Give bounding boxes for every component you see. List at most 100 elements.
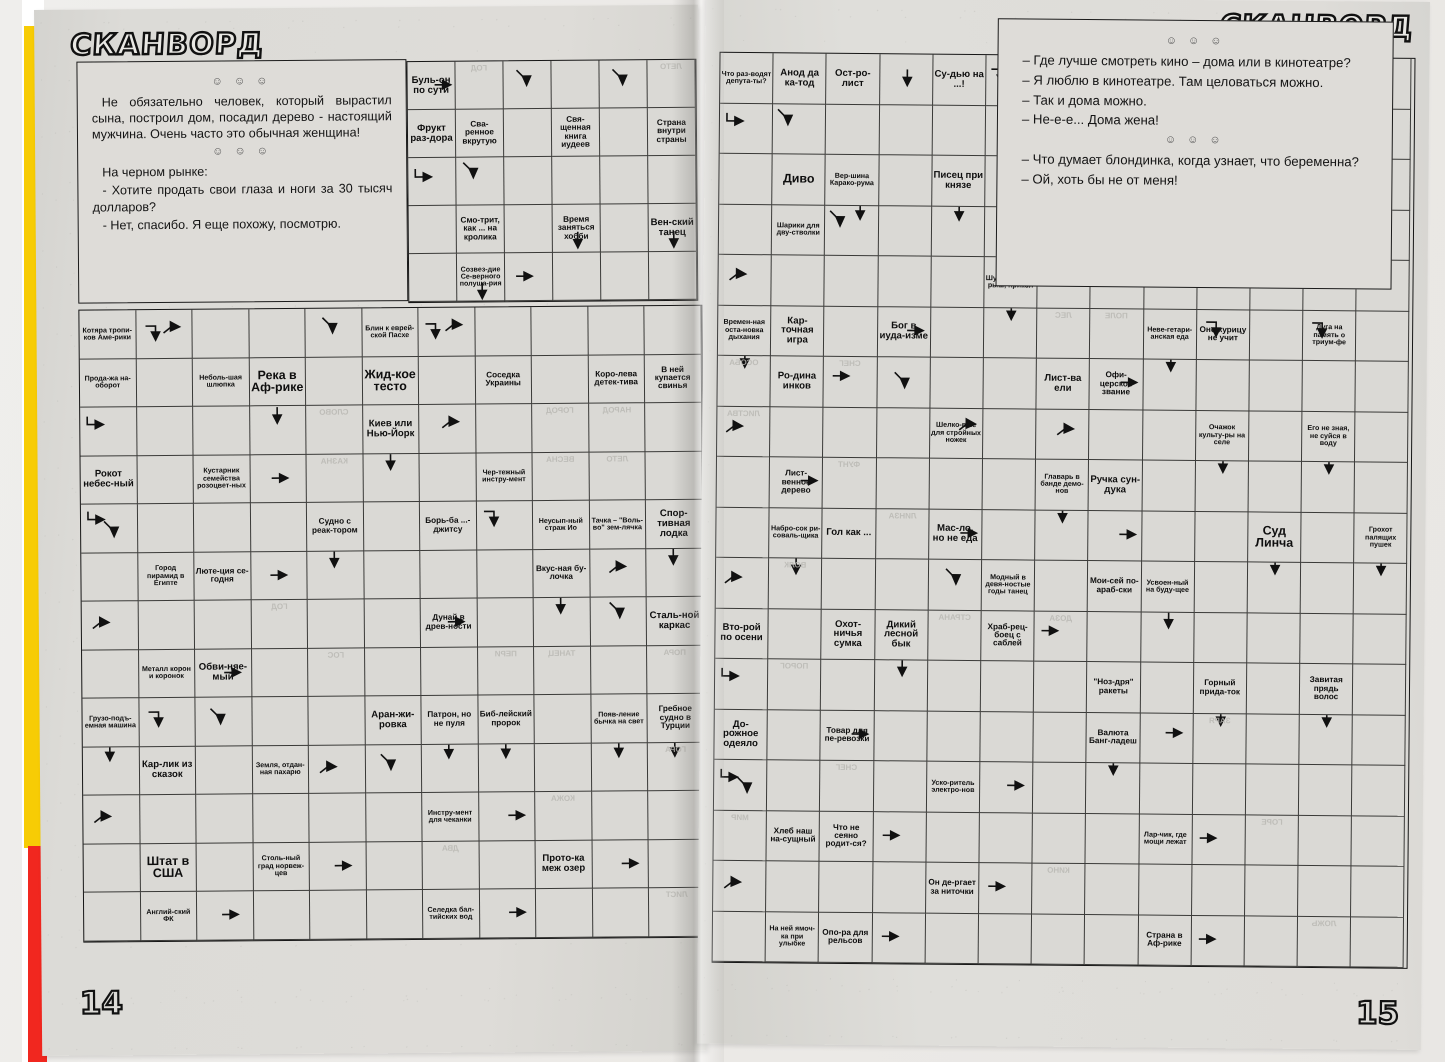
crossword-cell[interactable] (421, 647, 478, 696)
crossword-cell[interactable] (590, 597, 648, 647)
crossword-cell[interactable] (1244, 915, 1299, 967)
crossword-clue-cell[interactable]: Прода-жа на-оборот (79, 358, 137, 408)
crossword-cell[interactable] (1301, 461, 1356, 513)
crossword-clue-cell[interactable]: Патрон, но не пуля (421, 695, 479, 745)
crossword-cell[interactable] (591, 791, 649, 841)
crossword-cell[interactable] (592, 888, 650, 938)
crossword-clue-cell[interactable]: Город пирамид в Египте (137, 552, 195, 602)
crossword-cell[interactable] (80, 504, 138, 554)
crossword-cell[interactable]: ГОРОД (532, 403, 589, 453)
crossword-cell[interactable] (249, 405, 307, 455)
crossword-clue-cell[interactable]: Шарики для дву-стволки (771, 204, 826, 256)
crossword-cell[interactable] (927, 660, 982, 712)
crossword-cell[interactable] (1299, 714, 1354, 766)
crossword-clue-cell[interactable]: Неусып-ный страж Ио (532, 500, 590, 550)
crossword-clue-cell[interactable]: Усвоен-ный на буду-щее (1141, 561, 1195, 613)
crossword-cell[interactable] (1191, 915, 1245, 967)
crossword-clue-cell[interactable]: Смо-трит, как ... на кролика (456, 205, 505, 254)
crossword-cell[interactable] (600, 252, 650, 301)
crossword-cell[interactable] (1355, 361, 1410, 413)
crossword-cell[interactable] (305, 356, 363, 406)
crossword-cell[interactable] (366, 889, 424, 939)
crossword-cell[interactable]: ДОЗА (1034, 611, 1088, 663)
crossword-cell[interactable] (1300, 613, 1354, 665)
crossword-cell[interactable] (478, 792, 536, 842)
crossword-cell[interactable] (1248, 410, 1303, 462)
crossword-cell[interactable] (873, 761, 928, 813)
crossword-clue-cell[interactable]: Писец при князе (931, 155, 986, 207)
crossword-cell[interactable] (552, 252, 602, 301)
crossword-cell[interactable] (983, 358, 1037, 410)
crossword-clue-cell[interactable]: Чер-тежный инстру-мент (475, 452, 533, 502)
crossword-cell[interactable] (309, 890, 367, 940)
crossword-cell[interactable] (503, 108, 553, 158)
crossword-cell[interactable] (1196, 359, 1250, 411)
crossword-cell[interactable] (932, 105, 987, 157)
crossword-cell[interactable] (931, 256, 985, 308)
crossword-cell[interactable] (590, 645, 648, 695)
crossword-cell[interactable] (826, 104, 880, 156)
crossword-clue-cell[interactable]: Диво (772, 154, 827, 206)
crossword-cell[interactable] (599, 108, 649, 157)
crossword-cell[interactable] (874, 660, 928, 712)
crossword-cell[interactable] (1033, 661, 1088, 713)
crossword-cell[interactable] (308, 744, 366, 794)
crossword-cell[interactable] (929, 458, 983, 510)
crossword-cell[interactable] (479, 889, 537, 939)
crossword-cell[interactable] (366, 841, 423, 891)
crossword-cell[interactable] (365, 744, 423, 794)
crossword-cell[interactable] (250, 551, 308, 601)
crossword-cell[interactable] (307, 599, 365, 649)
crossword-cell[interactable] (1351, 866, 1405, 918)
crossword-cell[interactable] (1249, 360, 1303, 412)
crossword-clue-cell[interactable]: Бог в иуда-изме (877, 306, 932, 358)
crossword-cell[interactable] (504, 156, 553, 206)
crossword-cell[interactable] (1089, 409, 1143, 461)
crossword-cell[interactable] (1354, 462, 1409, 514)
crossword-cell[interactable] (982, 408, 1037, 460)
crossword-cell[interactable] (1249, 309, 1304, 361)
crossword-cell[interactable] (591, 742, 649, 792)
crossword-cell[interactable] (1032, 813, 1087, 865)
crossword-clue-cell[interactable]: Инстру-мент для чеканки (422, 792, 480, 842)
crossword-cell[interactable] (363, 550, 421, 600)
crossword-cell[interactable] (1352, 765, 1406, 817)
crossword-cell[interactable] (1350, 916, 1405, 968)
crossword-cell[interactable] (479, 840, 536, 890)
crossword-cell[interactable] (600, 156, 649, 205)
crossword-cell[interactable] (82, 649, 139, 699)
crossword-cell[interactable]: ТАНЕЦ (534, 646, 591, 696)
crossword-clue-cell[interactable]: Лист-венное дерево (769, 457, 824, 509)
crossword-cell[interactable] (1087, 611, 1142, 663)
crossword-cell[interactable] (1033, 712, 1088, 764)
crossword-cell[interactable]: НАРОД (588, 403, 646, 453)
crossword-cell[interactable] (589, 548, 647, 598)
crossword-cell[interactable] (419, 453, 477, 502)
crossword-clue-cell[interactable]: Грузо-подъ-емная машина (82, 698, 140, 748)
crossword-clue-cell[interactable]: Блин к еврей-ской Пасхе (361, 307, 419, 357)
crossword-cell[interactable] (716, 456, 771, 508)
crossword-clue-cell[interactable]: Сва-ренное вкрутую (455, 109, 505, 158)
crossword-cell[interactable] (193, 406, 251, 456)
crossword-clue-cell[interactable]: Вер-шина Карако-рума (825, 154, 880, 206)
crossword-cell[interactable] (1140, 662, 1194, 714)
crossword-clue-cell[interactable]: Суд Линча (1247, 511, 1302, 563)
crossword-cell[interactable] (819, 861, 874, 913)
crossword-cell[interactable] (718, 204, 773, 256)
crossword-cell[interactable] (418, 307, 476, 357)
crossword-cell[interactable] (983, 307, 1038, 359)
crossword-clue-cell[interactable]: Лар-чик, где мощи лежат (1138, 813, 1193, 865)
crossword-clue-cell[interactable]: Горный прида-ток (1193, 662, 1248, 714)
crossword-clue-cell[interactable]: Река в Аф-рике (249, 357, 307, 407)
crossword-cell[interactable]: ПОЛЕ (1090, 308, 1144, 360)
crossword-cell[interactable] (1355, 411, 1409, 463)
crossword-clue-cell[interactable]: Борь-ба ...-джитсу (419, 501, 477, 551)
crossword-cell[interactable]: ГОД (455, 61, 504, 110)
crossword-cell[interactable] (979, 812, 1034, 864)
crossword-clue-cell[interactable]: Селедка бал-тийских вод (422, 889, 480, 939)
crossword-clue-cell[interactable]: Охот-ничья сумка (821, 609, 876, 661)
crossword-clue-cell[interactable]: Прото-ка меж озер (535, 840, 593, 890)
crossword-cell[interactable] (137, 503, 195, 553)
crossword-clue-cell[interactable]: Мои-сей по-араб-ски (1087, 561, 1142, 613)
crossword-cell[interactable]: ЛИСТВА (717, 406, 771, 458)
